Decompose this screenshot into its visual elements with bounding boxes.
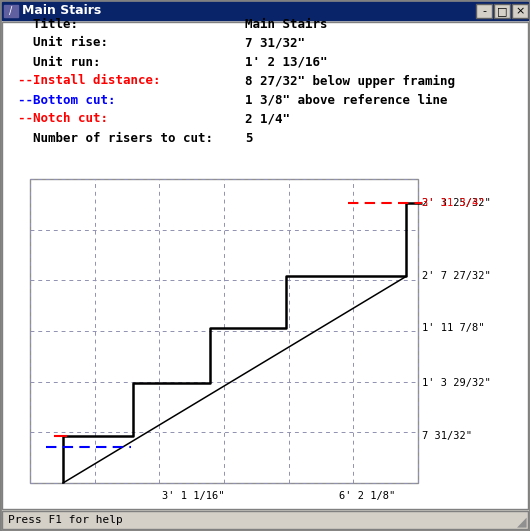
Text: 3' 11 3/4": 3' 11 3/4" [422,198,484,208]
Text: 1' 3 29/32": 1' 3 29/32" [422,378,491,388]
Text: Number of risers to cut:: Number of risers to cut: [18,132,213,144]
Text: 2 1/4": 2 1/4" [245,113,290,125]
Bar [512,4,528,18]
Text: --Install distance:: --Install distance: [18,74,161,88]
Text: 8 27/32" below upper framing: 8 27/32" below upper framing [245,74,455,88]
Text: 2' 3 25/32": 2' 3 25/32" [422,198,491,208]
Text: 1 3/8" above reference line: 1 3/8" above reference line [245,93,447,107]
Bar [2,2,528,20]
Text: Main Stairs: Main Stairs [245,18,328,30]
Text: --Bottom cut:: --Bottom cut: [18,93,116,107]
Bar [494,4,510,18]
Text: 6' 2 1/8": 6' 2 1/8" [339,491,396,501]
Text: 2' 7 27/32": 2' 7 27/32" [422,271,491,281]
Text: ×: × [515,6,525,16]
Bar [476,4,492,18]
Text: Press F1 for help: Press F1 for help [8,515,123,525]
Text: -: - [482,6,486,16]
Text: Main Stairs: Main Stairs [22,4,101,18]
Text: ◢: ◢ [517,515,527,528]
Text: Unit run:: Unit run: [18,56,101,68]
Text: Title:: Title: [18,18,78,30]
Text: 5: 5 [245,132,252,144]
Text: □: □ [497,6,507,16]
Text: 7 31/32": 7 31/32" [422,431,472,441]
Bar [4,5,18,17]
Text: /: / [10,6,13,16]
Bar [30,179,418,483]
Text: 7 31/32": 7 31/32" [245,37,305,49]
Text: 1' 2 13/16": 1' 2 13/16" [245,56,328,68]
Text: 1' 11 7/8": 1' 11 7/8" [422,323,484,333]
Bar [2,511,528,529]
Text: 3' 1 1/16": 3' 1 1/16" [162,491,224,501]
Text: --Notch cut:: --Notch cut: [18,113,108,125]
Text: Unit rise:: Unit rise: [18,37,108,49]
